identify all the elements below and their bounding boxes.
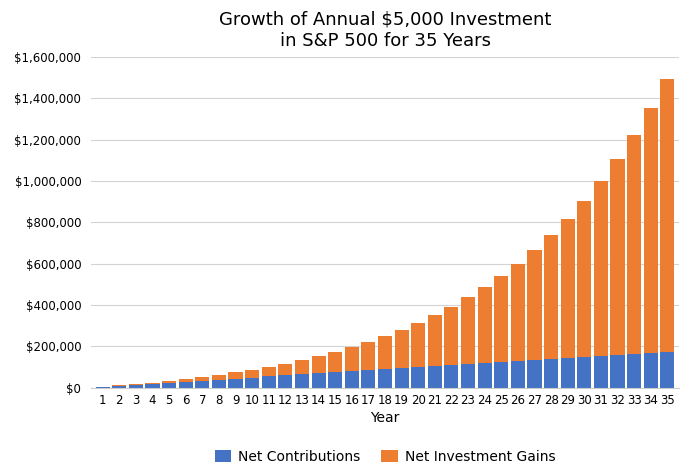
Bar (494, 362, 508, 388)
Bar (262, 367, 276, 377)
Bar (395, 330, 409, 368)
Bar (245, 370, 259, 377)
Bar (295, 360, 309, 375)
Bar (112, 386, 126, 388)
Bar (328, 352, 342, 372)
Bar (511, 263, 525, 361)
Bar (660, 79, 674, 351)
Bar (610, 159, 624, 355)
Bar (461, 364, 475, 388)
Bar (578, 357, 592, 388)
Bar (428, 315, 442, 366)
Bar (178, 379, 192, 382)
Bar (212, 375, 226, 379)
Bar (162, 383, 176, 388)
Bar (444, 307, 458, 365)
Bar (544, 235, 558, 359)
Bar (544, 359, 558, 388)
Legend: Net Contributions, Net Investment Gains: Net Contributions, Net Investment Gains (209, 445, 561, 470)
Bar (660, 351, 674, 388)
Bar (212, 379, 226, 388)
Bar (245, 377, 259, 388)
Bar (561, 219, 575, 358)
Bar (195, 377, 209, 381)
Bar (361, 342, 375, 370)
Bar (644, 108, 658, 353)
Bar (295, 375, 309, 388)
Bar (361, 370, 375, 388)
Title: Growth of Annual $5,000 Investment
in S&P 500 for 35 Years: Growth of Annual $5,000 Investment in S&… (219, 11, 551, 50)
Bar (627, 135, 641, 354)
Bar (129, 384, 143, 385)
Bar (344, 371, 359, 388)
Bar (395, 368, 409, 388)
Bar (129, 385, 143, 388)
Bar (527, 250, 542, 360)
Bar (378, 369, 392, 388)
Bar (527, 360, 542, 388)
Bar (146, 383, 160, 384)
Bar (312, 373, 326, 388)
Bar (477, 287, 491, 363)
Bar (195, 381, 209, 388)
Bar (146, 384, 160, 388)
Bar (228, 378, 243, 388)
Bar (428, 366, 442, 388)
Bar (578, 201, 592, 357)
Bar (594, 181, 608, 356)
Bar (312, 356, 326, 373)
Bar (561, 358, 575, 388)
Bar (627, 354, 641, 388)
Bar (178, 382, 192, 388)
Bar (344, 347, 359, 371)
Bar (494, 276, 508, 362)
Bar (511, 361, 525, 388)
Bar (444, 365, 458, 388)
Bar (262, 377, 276, 388)
Bar (594, 356, 608, 388)
Bar (228, 372, 243, 378)
Bar (96, 387, 110, 388)
Bar (610, 355, 624, 388)
Bar (279, 376, 293, 388)
Bar (279, 364, 293, 376)
Bar (644, 353, 658, 388)
X-axis label: Year: Year (370, 412, 400, 425)
Bar (477, 363, 491, 388)
Bar (378, 336, 392, 369)
Bar (461, 298, 475, 364)
Bar (411, 367, 426, 388)
Bar (162, 381, 176, 383)
Bar (411, 323, 426, 367)
Bar (328, 372, 342, 388)
